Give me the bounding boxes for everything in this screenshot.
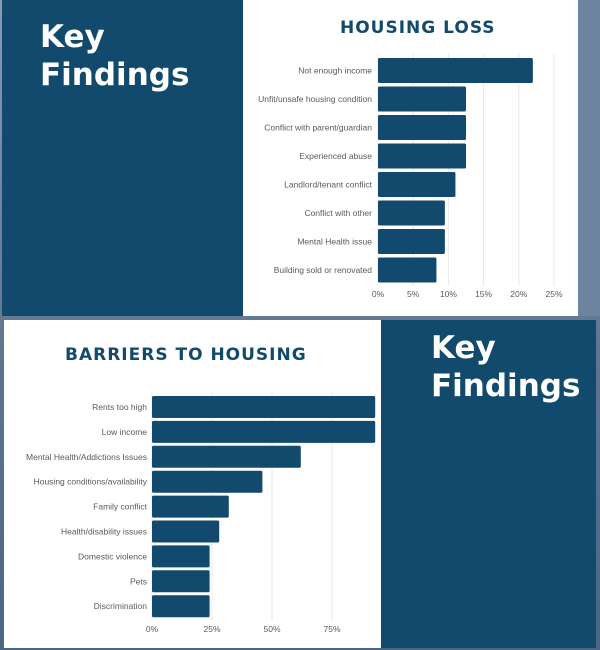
category-label: Discrimination xyxy=(94,601,148,611)
tick-label: 0% xyxy=(372,289,385,299)
category-label: Experienced abuse xyxy=(299,151,372,161)
bar xyxy=(378,58,533,83)
key-findings-heading: Key Findings xyxy=(431,329,580,405)
key-findings-panel: Key Findings xyxy=(381,320,596,648)
bar xyxy=(152,445,301,468)
category-label: Mental Health issue xyxy=(297,237,372,247)
category-label: Domestic violence xyxy=(78,551,147,561)
key-findings-heading: Key Findings xyxy=(40,18,189,94)
bar xyxy=(152,420,376,443)
tick-label: 75% xyxy=(323,624,340,634)
category-label: Conflict with other xyxy=(304,208,372,218)
bar xyxy=(152,396,376,418)
slide-housing-loss: Key Findings HOUSING LOSS Not enough inc… xyxy=(2,0,578,316)
tick-label: 25% xyxy=(203,624,220,634)
bar xyxy=(152,495,229,518)
category-label: Landlord/tenant conflict xyxy=(284,180,373,190)
bar xyxy=(378,86,466,112)
key-findings-panel: Key Findings xyxy=(2,0,243,316)
slide-barriers-to-housing: BARRIERS TO HOUSING Rents too high Low in… xyxy=(4,320,596,648)
bar xyxy=(152,595,210,618)
category-label: Mental Health/Addictions Issues xyxy=(26,452,147,462)
bar xyxy=(152,470,263,493)
bar xyxy=(378,172,456,197)
bar xyxy=(152,520,220,543)
tick-label: 10% xyxy=(440,289,457,299)
heading-line-2: Findings xyxy=(431,368,581,404)
tick-label: 50% xyxy=(263,624,280,634)
category-label: Pets xyxy=(130,576,147,586)
tick-label: 20% xyxy=(510,289,527,299)
bar xyxy=(152,570,210,593)
category-label: Rents too high xyxy=(92,402,147,412)
tick-label: 25% xyxy=(545,289,562,299)
category-label: Family conflict xyxy=(93,502,147,512)
category-label: Conflict with parent/guardian xyxy=(264,123,372,133)
chart-title: BARRIERS TO HOUSING xyxy=(65,345,307,365)
chart-title: HOUSING LOSS xyxy=(340,18,496,38)
heading-line-1: Key xyxy=(431,330,496,366)
heading-line-2: Findings xyxy=(40,57,190,93)
category-label: Building sold or renovated xyxy=(274,265,373,275)
background-strip xyxy=(578,0,600,316)
bar xyxy=(378,143,466,169)
tick-label: 0% xyxy=(146,624,159,634)
category-label: Low income xyxy=(102,427,148,437)
bar xyxy=(378,229,445,254)
bar xyxy=(152,545,210,568)
bar xyxy=(378,115,466,140)
category-label: Health/disability issues xyxy=(61,527,147,537)
bar xyxy=(378,200,445,226)
bar xyxy=(378,257,437,283)
housing-loss-chart: Not enough income Unfit/unsafe housing co… xyxy=(258,54,563,299)
category-label: Housing conditions/availability xyxy=(34,477,148,487)
category-label: Unfit/unsafe housing condition xyxy=(258,94,372,104)
tick-label: 5% xyxy=(407,289,420,299)
tick-label: 15% xyxy=(475,289,492,299)
heading-line-1: Key xyxy=(40,19,105,55)
category-label: Not enough income xyxy=(298,66,372,76)
